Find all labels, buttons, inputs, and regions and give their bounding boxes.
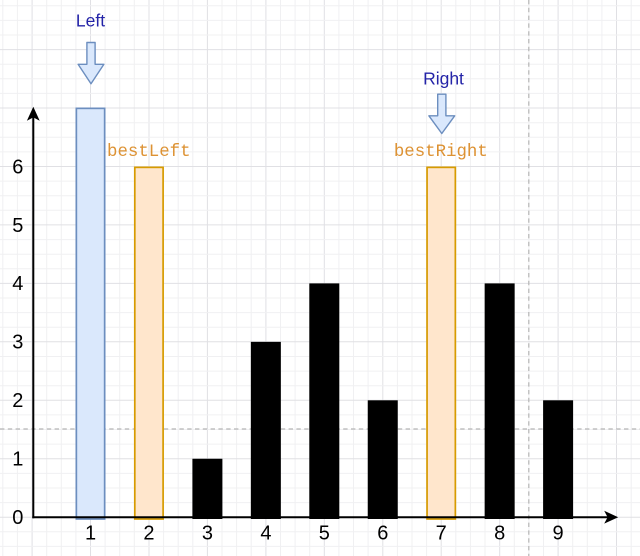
svg-text:0: 0 [12,507,23,529]
svg-text:9: 9 [553,522,564,544]
svg-text:7: 7 [436,522,447,544]
svg-text:8: 8 [494,522,505,544]
svg-text:bestRight: bestRight [394,143,488,162]
svg-text:bestLeft: bestLeft [107,143,191,162]
svg-text:3: 3 [12,332,23,354]
svg-text:4: 4 [260,522,271,544]
svg-text:5: 5 [319,522,330,544]
svg-text:4: 4 [12,273,23,295]
svg-text:6: 6 [377,522,388,544]
svg-text:Left: Left [76,11,105,31]
svg-text:2: 2 [12,390,23,412]
svg-text:1: 1 [85,522,96,544]
svg-text:5: 5 [12,215,23,237]
svg-text:3: 3 [202,522,213,544]
svg-text:1: 1 [12,449,23,471]
svg-text:6: 6 [12,156,23,178]
svg-text:Right: Right [423,68,464,88]
svg-text:2: 2 [143,522,154,544]
